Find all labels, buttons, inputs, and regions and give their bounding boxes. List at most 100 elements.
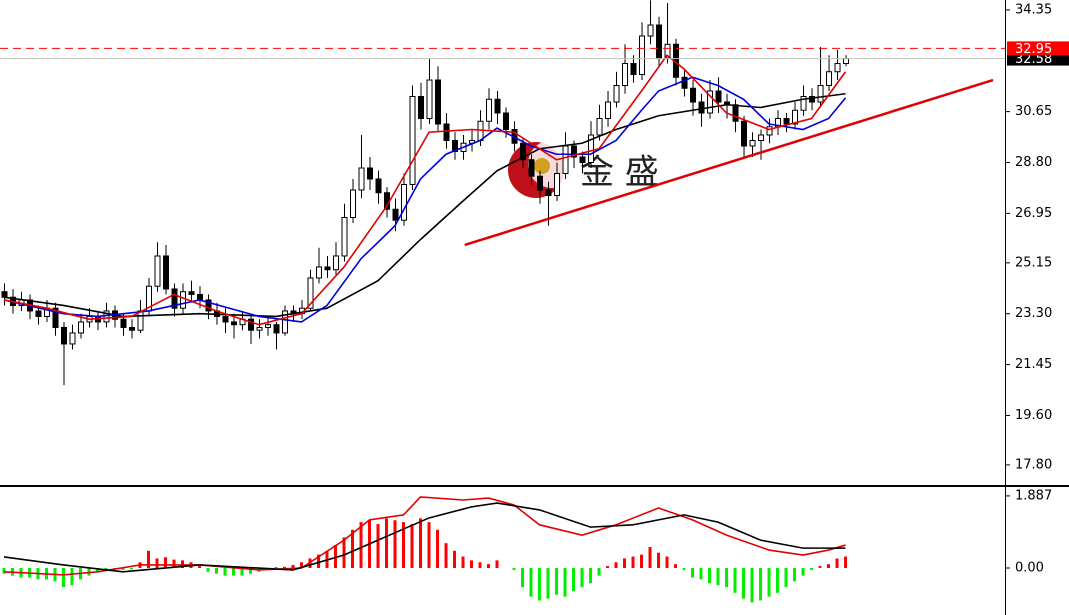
macd-bar bbox=[351, 529, 355, 569]
level-label: 32.95 bbox=[1015, 42, 1052, 57]
macd-bar bbox=[580, 568, 584, 588]
trend-line bbox=[464, 78, 994, 247]
y-tick-label: 0.00 bbox=[1015, 561, 1044, 576]
macd-bar bbox=[589, 568, 593, 584]
macd-bar bbox=[198, 566, 202, 569]
candle-body bbox=[571, 145, 578, 158]
candle-body bbox=[528, 159, 535, 177]
candle-body bbox=[256, 326, 263, 331]
candle-body bbox=[129, 326, 136, 331]
macd-bar bbox=[427, 522, 431, 569]
macd-bar bbox=[742, 568, 746, 599]
macd-bar bbox=[121, 568, 125, 570]
moving-average bbox=[3, 54, 847, 326]
macd-bar bbox=[317, 554, 321, 569]
macd-bar bbox=[206, 568, 210, 572]
macd-bar bbox=[810, 568, 814, 570]
y-tick-label: 23.30 bbox=[1015, 306, 1052, 321]
macd-line bbox=[3, 502, 846, 573]
macd-bar bbox=[402, 522, 406, 569]
macd-bar bbox=[172, 559, 176, 569]
macd-bar bbox=[827, 564, 831, 569]
macd-bar bbox=[130, 568, 134, 570]
candle-body bbox=[154, 255, 161, 287]
candle-body bbox=[307, 277, 314, 309]
macd-bar bbox=[334, 545, 338, 569]
macd-bar bbox=[597, 568, 601, 576]
candle-body bbox=[248, 318, 255, 331]
candle-body bbox=[605, 101, 612, 120]
macd-bar bbox=[95, 568, 99, 572]
macd-bar bbox=[555, 568, 559, 595]
candle-body bbox=[333, 255, 340, 271]
candle-body bbox=[231, 321, 238, 326]
candle-body bbox=[401, 183, 408, 221]
candle-body bbox=[792, 109, 799, 125]
macd-bar bbox=[657, 552, 661, 569]
macd-bar bbox=[733, 568, 737, 593]
candle-body bbox=[443, 123, 450, 141]
candle-body bbox=[783, 118, 790, 125]
y-tick-label: 26.95 bbox=[1015, 206, 1052, 221]
macd-bar bbox=[376, 524, 380, 569]
candle-body bbox=[163, 255, 170, 290]
candle-body bbox=[664, 43, 671, 59]
macd-bar bbox=[291, 564, 295, 569]
macd-bar bbox=[801, 568, 805, 576]
candle-body bbox=[562, 145, 569, 174]
macd-bar bbox=[563, 568, 567, 597]
candle-body bbox=[358, 167, 365, 191]
macd-bar bbox=[2, 568, 6, 574]
candle-body bbox=[707, 90, 714, 114]
candle-body bbox=[698, 101, 705, 114]
macd-bar bbox=[835, 558, 839, 569]
candle-body bbox=[715, 90, 722, 103]
macd-bar bbox=[529, 568, 533, 597]
macd-bar bbox=[495, 560, 499, 569]
macd-bar bbox=[61, 568, 65, 588]
candle-body bbox=[834, 63, 841, 73]
macd-bar bbox=[436, 529, 440, 569]
candle-body bbox=[69, 332, 76, 345]
macd-bar bbox=[223, 568, 227, 576]
macd-bar bbox=[793, 568, 797, 582]
macd-bar bbox=[342, 537, 346, 569]
macd-bar bbox=[572, 568, 576, 591]
candle-body bbox=[494, 98, 501, 114]
candle-body bbox=[341, 216, 348, 257]
candle-body bbox=[809, 96, 816, 103]
macd-bar bbox=[470, 560, 474, 569]
candle-body bbox=[681, 76, 688, 89]
macd-bar bbox=[274, 567, 278, 569]
macd-bar bbox=[648, 546, 652, 569]
macd-bar bbox=[249, 568, 253, 574]
candle-body bbox=[741, 120, 748, 147]
macd-bar bbox=[385, 518, 389, 569]
macd-bar bbox=[784, 568, 788, 588]
candle-body bbox=[137, 310, 144, 331]
macd-bar bbox=[708, 568, 712, 584]
macd-bar bbox=[614, 562, 618, 569]
macd-bar bbox=[606, 566, 610, 569]
macd-bar bbox=[453, 550, 457, 569]
candle-body bbox=[205, 299, 212, 312]
macd-bar bbox=[215, 568, 219, 574]
candle-body bbox=[554, 172, 561, 196]
candle-body bbox=[375, 178, 382, 194]
moving-average bbox=[3, 92, 846, 318]
macd-bar bbox=[623, 558, 627, 569]
macd-bar bbox=[70, 568, 74, 586]
candle-body bbox=[265, 324, 272, 328]
macd-bar bbox=[155, 558, 159, 569]
macd-bar bbox=[419, 518, 423, 569]
candle-body bbox=[426, 79, 433, 120]
candle-body bbox=[273, 324, 280, 334]
candle-body bbox=[418, 96, 425, 120]
candle-body bbox=[452, 139, 459, 152]
candle-body bbox=[579, 156, 586, 163]
macd-bar bbox=[283, 566, 287, 569]
candle-body bbox=[503, 112, 510, 130]
y-tick-label: 28.80 bbox=[1015, 155, 1052, 170]
